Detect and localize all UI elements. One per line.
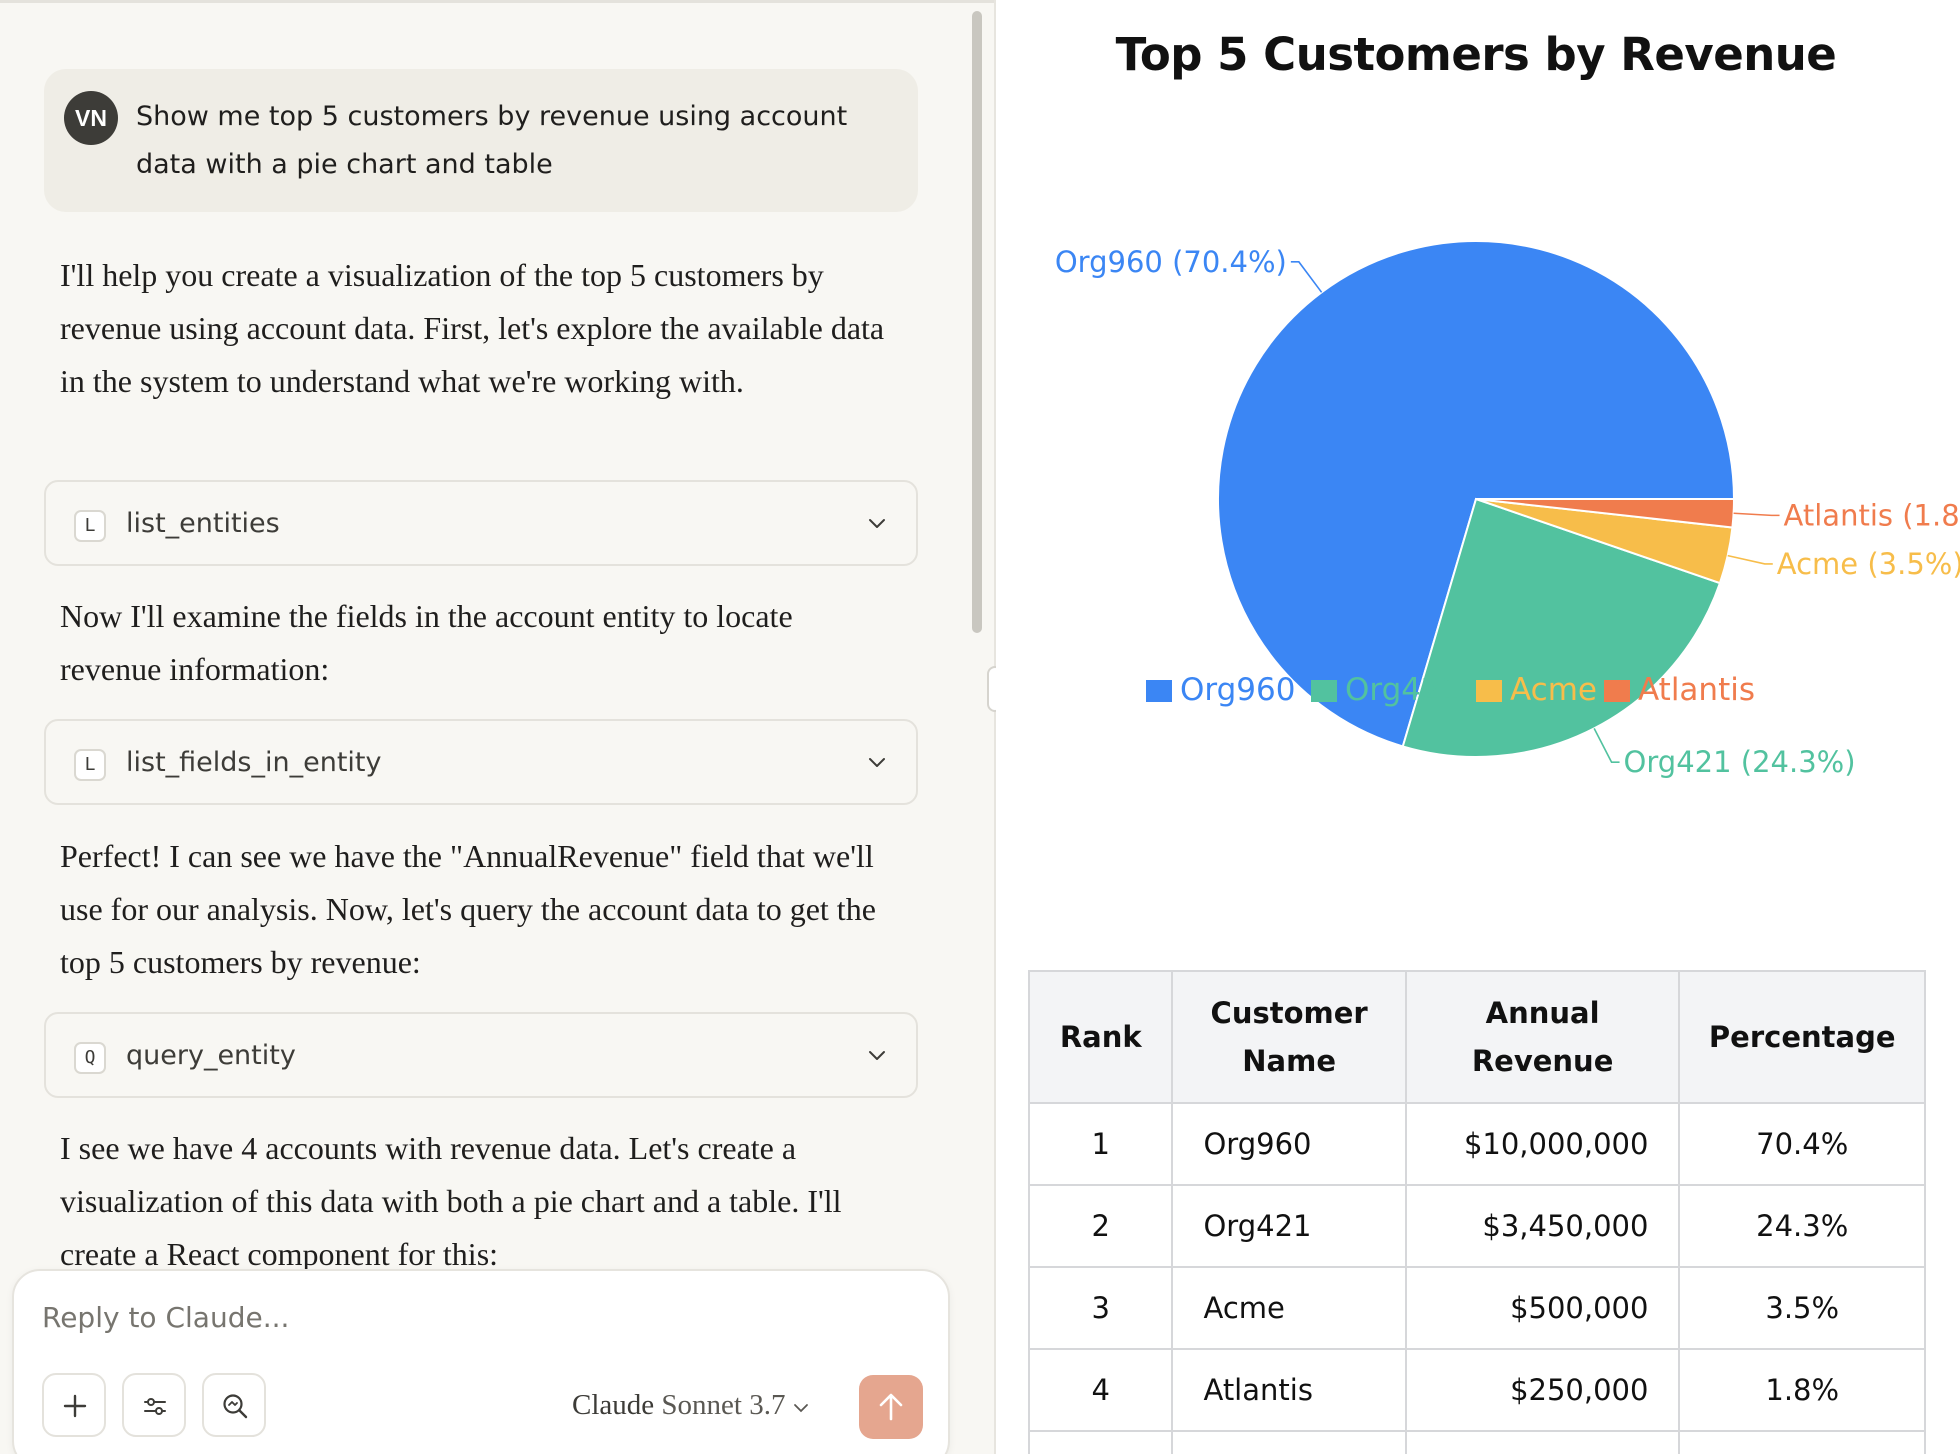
table-cell bbox=[1678, 1430, 1926, 1454]
col-header-percentage: Percentage bbox=[1678, 970, 1926, 1104]
cell-annual-revenue: $10,000,000 bbox=[1404, 1102, 1681, 1186]
legend-swatch bbox=[1604, 680, 1630, 702]
chevron-down-icon bbox=[793, 1404, 808, 1413]
send-button[interactable] bbox=[859, 1375, 923, 1439]
cell-percentage: 1.8% bbox=[1678, 1348, 1926, 1432]
table-cell bbox=[1027, 1430, 1174, 1454]
assistant-paragraph: I see we have 4 accounts with revenue da… bbox=[60, 1130, 842, 1272]
legend-item-org421: Org421 bbox=[1311, 672, 1460, 708]
options-button[interactable] bbox=[122, 1373, 186, 1437]
cell-percentage: 24.3% bbox=[1678, 1184, 1926, 1268]
composer: Claude Sonnet 3.7 bbox=[12, 1269, 950, 1454]
reply-input[interactable] bbox=[42, 1291, 902, 1343]
cell-percentage: 3.5% bbox=[1678, 1266, 1926, 1350]
pie-chart: Org960 (70.4%) Org421 (24.3%) Acme (3.5%) A… bbox=[1055, 240, 1960, 779]
table-row bbox=[1027, 1430, 1926, 1454]
model-selector[interactable]: Claude Sonnet 3.7 bbox=[572, 1389, 809, 1422]
slice-label-acme: Acme (3.5%) bbox=[1777, 547, 1960, 581]
legend-item-atlantis: Atlantis bbox=[1604, 672, 1755, 708]
legend-label: Org960 bbox=[1180, 672, 1295, 708]
cell-rank: 4 bbox=[1027, 1348, 1174, 1432]
table-row: 4 Atlantis $250,000 1.8% bbox=[1027, 1348, 1926, 1432]
col-header-annual-revenue: Annual Revenue bbox=[1404, 970, 1681, 1104]
slice-label-atlantis: Atlantis (1.8%) bbox=[1784, 498, 1960, 532]
cell-customer-name: Atlantis bbox=[1171, 1348, 1407, 1432]
legend-item-org960: Org960 bbox=[1146, 672, 1295, 708]
legend-swatch bbox=[1311, 680, 1337, 702]
panel-divider bbox=[994, 0, 996, 1454]
plus-icon bbox=[63, 1394, 87, 1418]
add-button[interactable] bbox=[42, 1373, 106, 1437]
assistant-paragraph: I'll help you create a visualization of … bbox=[60, 257, 885, 399]
cell-customer-name: Org421 bbox=[1171, 1184, 1407, 1268]
tool-name: query_entity bbox=[126, 1040, 296, 1071]
cell-rank: 2 bbox=[1027, 1184, 1174, 1268]
tool-badge: L bbox=[74, 749, 106, 781]
slice-label-org421: Org421 (24.3%) bbox=[1624, 745, 1856, 779]
table-cell bbox=[1171, 1430, 1407, 1454]
legend-label: Atlantis bbox=[1638, 672, 1755, 708]
tool-badge: L bbox=[74, 510, 106, 542]
assistant-paragraph: Now I'll examine the fields in the accou… bbox=[60, 598, 793, 687]
legend-swatch bbox=[1476, 680, 1502, 702]
revenue-table: Rank Customer Name Annual Revenue Percenta… bbox=[1027, 970, 1926, 1454]
user-message: VN Show me top 5 customers by revenue us… bbox=[44, 69, 918, 212]
label-leader-line bbox=[1733, 512, 1780, 517]
assistant-paragraph: Perfect! I can see we have the "AnnualRe… bbox=[60, 838, 876, 980]
header-line: Customer bbox=[1210, 996, 1368, 1030]
table-header-row: Rank Customer Name Annual Revenue Percenta… bbox=[1027, 970, 1926, 1104]
table-row: 2 Org421 $3,450,000 24.3% bbox=[1027, 1184, 1926, 1268]
col-header-customer-name: Customer Name bbox=[1171, 970, 1407, 1104]
tool-name: list_fields_in_entity bbox=[126, 747, 382, 778]
cell-customer-name: Acme bbox=[1171, 1266, 1407, 1350]
user-message-text: Show me top 5 customers by revenue using… bbox=[136, 101, 848, 180]
chat-panel: VN Show me top 5 customers by revenue us… bbox=[0, 0, 995, 1454]
table-row: 1 Org960 $10,000,000 70.4% bbox=[1027, 1102, 1926, 1186]
model-name: Sonnet 3.7 bbox=[661, 1389, 786, 1421]
label-leader-line bbox=[1290, 261, 1323, 293]
legend-label: Org421 bbox=[1345, 672, 1460, 708]
tool-badge: Q bbox=[74, 1042, 106, 1074]
research-button[interactable] bbox=[202, 1373, 266, 1437]
tool-call-list-fields-in-entity[interactable]: L list_fields_in_entity bbox=[44, 719, 918, 805]
model-brand: Claude bbox=[572, 1389, 655, 1421]
legend-swatch bbox=[1146, 680, 1172, 702]
header-line: Annual bbox=[1485, 996, 1600, 1030]
legend-item-acme: Acme bbox=[1476, 672, 1597, 708]
chevron-down-icon bbox=[869, 1051, 885, 1060]
slice-label-org960: Org960 (70.4%) bbox=[1055, 245, 1287, 279]
cell-customer-name: Org960 bbox=[1171, 1102, 1407, 1186]
cell-rank: 3 bbox=[1027, 1266, 1174, 1350]
label-leader-line bbox=[1727, 554, 1773, 565]
chevron-down-icon bbox=[869, 519, 885, 528]
artifact-panel: Top 5 Customers by Revenue Org960 (70.4%… bbox=[996, 0, 1960, 1454]
sliders-icon bbox=[144, 1398, 166, 1415]
header-line: Revenue bbox=[1471, 1044, 1614, 1078]
user-avatar: VN bbox=[64, 91, 118, 145]
header-line: Name bbox=[1242, 1044, 1336, 1078]
search-zoom-icon bbox=[223, 1394, 248, 1419]
tool-call-list-entities[interactable]: L list_entities bbox=[44, 480, 918, 566]
arrow-up-icon bbox=[879, 1393, 903, 1421]
table-row: 3 Acme $500,000 3.5% bbox=[1027, 1266, 1926, 1350]
cell-annual-revenue: $250,000 bbox=[1404, 1348, 1681, 1432]
table-cell bbox=[1404, 1430, 1681, 1454]
chat-scrollbar-thumb[interactable] bbox=[972, 11, 982, 633]
legend-label: Acme bbox=[1510, 672, 1597, 708]
chevron-down-icon bbox=[869, 758, 885, 767]
tool-name: list_entities bbox=[126, 508, 280, 539]
cell-annual-revenue: $500,000 bbox=[1404, 1266, 1681, 1350]
label-leader-line bbox=[1593, 727, 1620, 763]
cell-percentage: 70.4% bbox=[1678, 1102, 1926, 1186]
tool-call-query-entity[interactable]: Q query_entity bbox=[44, 1012, 918, 1098]
cell-annual-revenue: $3,450,000 bbox=[1404, 1184, 1681, 1268]
chart-title: Top 5 Customers by Revenue bbox=[1115, 28, 1837, 81]
col-header-rank: Rank bbox=[1027, 970, 1174, 1104]
cell-rank: 1 bbox=[1027, 1102, 1174, 1186]
